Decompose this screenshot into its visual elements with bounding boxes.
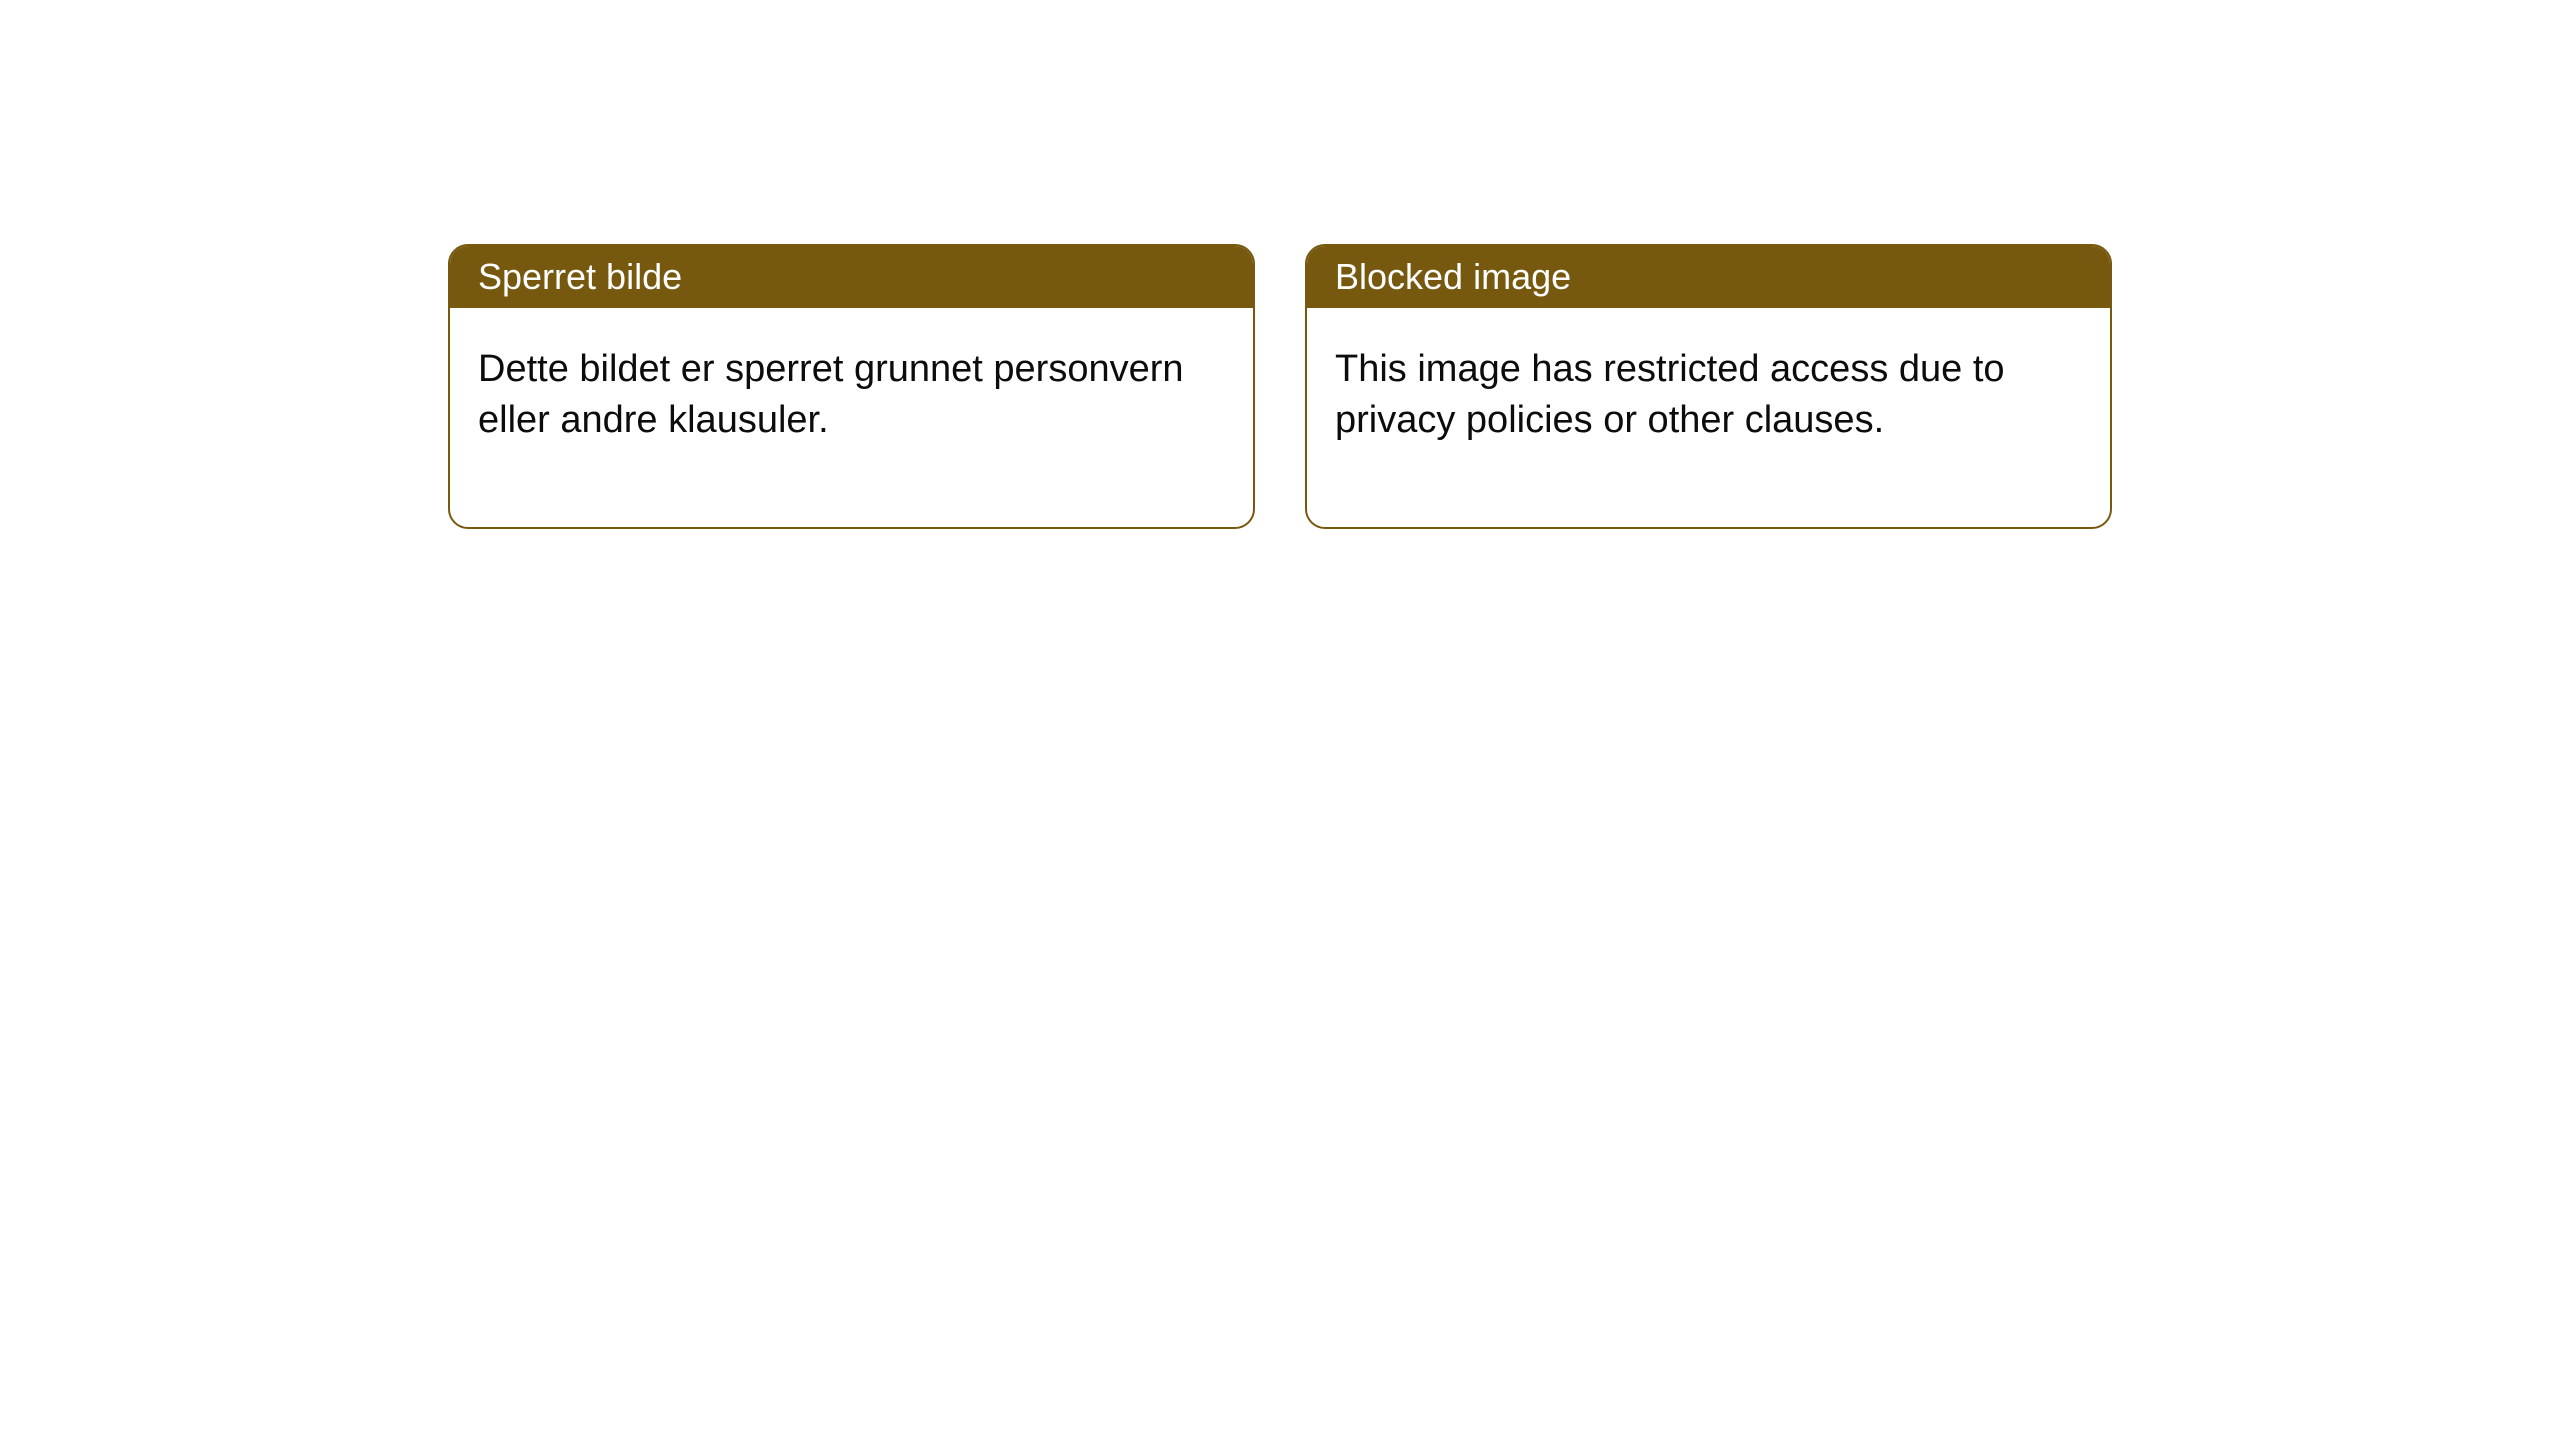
card-body: Dette bildet er sperret grunnet personve… — [450, 308, 1253, 527]
card-header: Sperret bilde — [450, 246, 1253, 308]
card-body-text: Dette bildet er sperret grunnet personve… — [478, 348, 1184, 441]
blocked-image-card-english: Blocked image This image has restricted … — [1305, 244, 2112, 529]
card-header: Blocked image — [1307, 246, 2110, 308]
card-title: Sperret bilde — [478, 256, 682, 297]
card-body-text: This image has restricted access due to … — [1335, 348, 2005, 441]
notice-cards-container: Sperret bilde Dette bildet er sperret gr… — [0, 0, 2560, 529]
card-title: Blocked image — [1335, 256, 1571, 297]
blocked-image-card-norwegian: Sperret bilde Dette bildet er sperret gr… — [448, 244, 1255, 529]
card-body: This image has restricted access due to … — [1307, 308, 2110, 527]
